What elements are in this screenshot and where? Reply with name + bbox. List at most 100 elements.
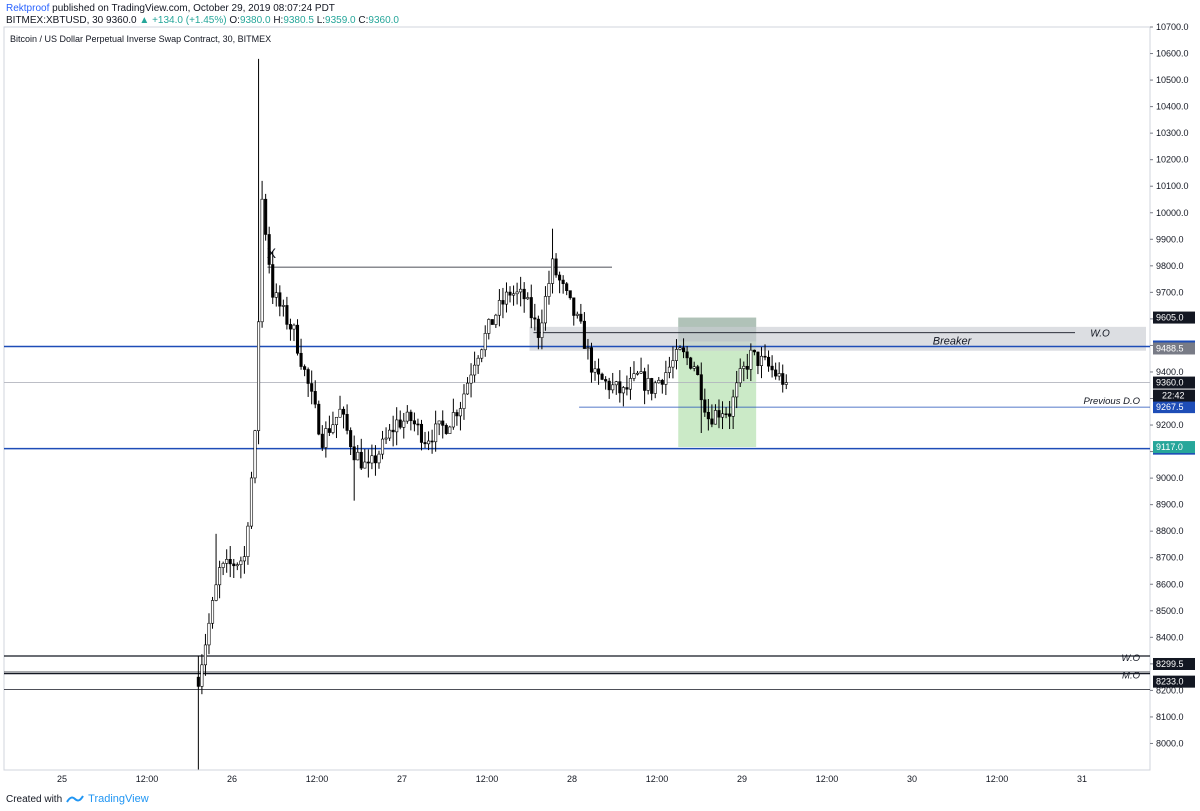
candle-body [767,356,771,367]
y-tick-label: 10700.0 [1156,22,1189,32]
candle-body [720,413,725,418]
candle-body [334,416,339,426]
candle-body [292,324,296,330]
candle-body [752,349,756,353]
candle-body [434,423,438,443]
candle-body [710,418,714,425]
candle-body [430,440,434,443]
candle-body [490,319,494,325]
candle-body [519,288,523,293]
candle-body [582,320,586,349]
candle-body [480,349,484,359]
y-tick-label: 8600.0 [1156,579,1184,589]
low-label: L: [316,15,326,26]
candle-body [214,584,218,601]
price-label: 9117.0 [1156,442,1183,452]
y-tick-label: 8200.0 [1156,685,1184,695]
candle-body [373,455,377,464]
tradingview-brand[interactable]: TradingView [88,793,149,805]
candle-body [572,297,576,316]
y-tick-label: 10400.0 [1156,102,1189,112]
x-tick-label: 12:00 [476,774,499,784]
candle-body [327,428,331,433]
candle-body [455,412,459,417]
open-label: O: [229,15,240,26]
candle-body [635,372,640,375]
candle-body [246,525,250,557]
price-label: 8299.5 [1156,659,1184,669]
candle-body [643,371,647,391]
candle-body [303,366,307,370]
candle-body [370,455,374,464]
candle-body [487,319,491,334]
candle-body [299,352,303,367]
candle-body [225,559,229,564]
footer: Created with TradingView [6,793,149,805]
y-tick-label: 10500.0 [1156,75,1189,85]
candle-body [395,419,399,433]
candle-body [221,563,225,568]
wo-line-label: W.O [1090,329,1110,340]
price-label-bg [1153,342,1195,355]
candle-body [239,560,243,565]
candle-body [706,411,710,420]
candle-body [660,379,664,385]
y-tick-label: 10200.0 [1156,155,1189,165]
candle-body [200,664,204,687]
candle-body [529,297,533,319]
candle-body [412,420,416,425]
symbol-label: BITMEX:XBTUSD, 30 [6,15,104,26]
y-tick-label: 8900.0 [1156,500,1184,510]
candle-body [639,371,643,374]
level-text: W.O [1121,653,1140,664]
candle-body [320,433,324,448]
countdown-bg [1153,389,1195,402]
y-tick-label: 9700.0 [1156,287,1184,297]
candle-body [575,313,579,316]
candle-body [703,399,707,413]
candle-body [717,410,721,418]
y-tick-label: 8800.0 [1156,526,1184,536]
y-tick-label: 10100.0 [1156,181,1189,191]
y-tick-label: 9200.0 [1156,420,1184,430]
candle-body [597,368,601,375]
author-link[interactable]: Rektproof [6,3,50,14]
plot-area [3,26,1151,771]
price-label: 9360.0 [1156,378,1184,388]
candle-body [777,373,781,377]
candle-body [774,369,778,377]
candle-body [391,429,395,433]
candle-body [419,423,424,443]
price-label-bg [1153,376,1195,389]
created-with-text: Created with [6,793,63,805]
price-label-bg [1153,401,1195,414]
candle-body [427,440,431,445]
candle-body [604,379,608,382]
candle-body [249,477,254,527]
price-label: 9267.5 [1156,402,1184,412]
candle-body [589,347,594,373]
y-tick-label: 8400.0 [1156,632,1184,642]
candle-body [508,291,512,296]
candle-body [526,297,530,300]
y-tick-label: 10300.0 [1156,128,1189,138]
candle-body [784,382,788,385]
candle-body [274,292,278,298]
candle-body [646,378,650,391]
candle-body [678,347,682,350]
candles-group [196,58,788,770]
level-text: Previous D.O [1084,396,1141,407]
x-tick-label: 29 [737,774,747,784]
candle-body [235,564,239,567]
candle-body [232,563,236,567]
candle-body [349,430,353,448]
candle-body [674,349,679,361]
candle-body [405,411,409,422]
candle-body [699,374,703,401]
candle-body [607,380,611,391]
x-tick-label: 25 [57,774,67,784]
candle-body [731,396,735,417]
candle-body [469,374,473,384]
candle-body [543,296,547,324]
